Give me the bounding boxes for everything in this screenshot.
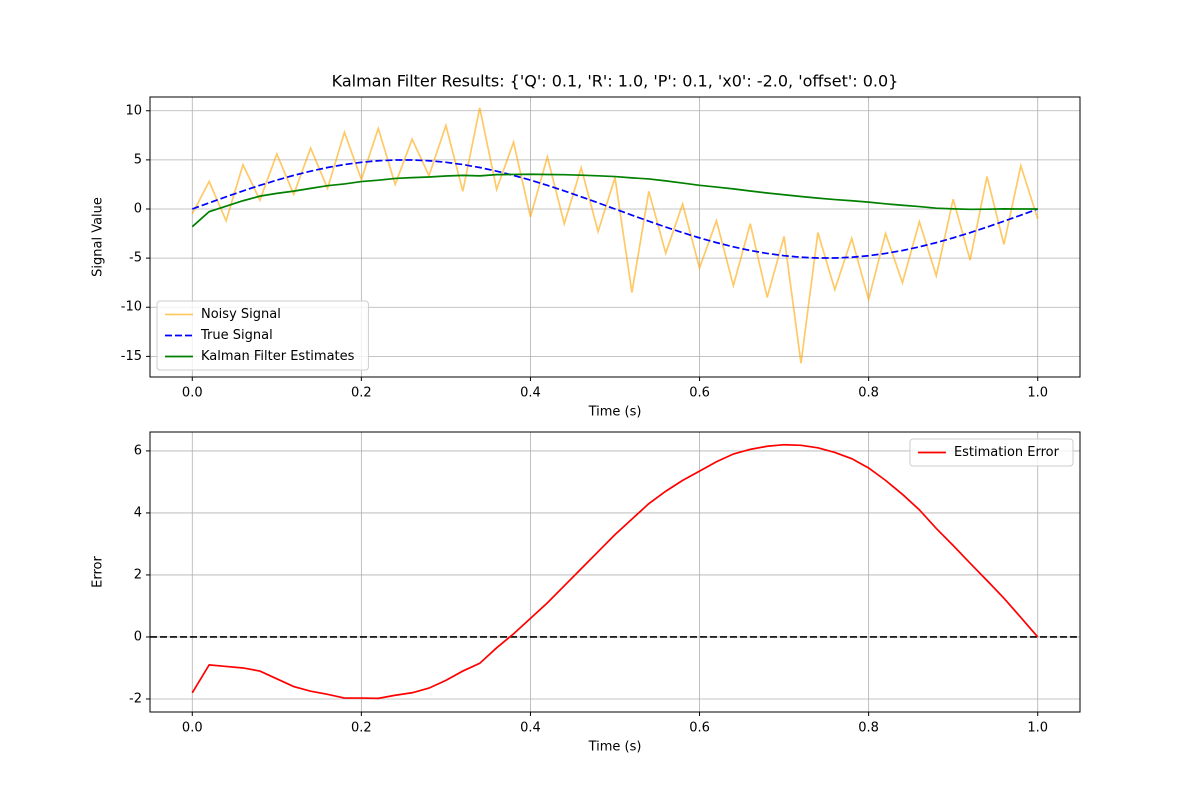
legend-label: Noisy Signal [201, 307, 281, 322]
axes-frame [149, 96, 1081, 378]
y-tick-label: 0 [134, 202, 142, 217]
y-tick-label: -10 [121, 300, 142, 315]
axes-frame [149, 431, 1081, 713]
series-line [191, 173, 1038, 228]
chart-title: Kalman Filter Results: {'Q': 0.1, 'R': 1… [332, 72, 899, 91]
legend: Estimation Error [909, 438, 1074, 467]
x-tick-label: 0.2 [351, 721, 372, 736]
series-line [191, 159, 1039, 259]
x-axis-label: Time (s) [588, 405, 642, 420]
x-tick-label: 0.4 [520, 721, 541, 736]
x-tick-label: 0.0 [182, 386, 203, 401]
legend: Noisy Signal True Signal Kalman Filter Est… [156, 300, 369, 371]
y-tick-label: 2 [134, 567, 142, 582]
y-tick-label: 6 [134, 443, 142, 458]
y-tick-label: 4 [134, 505, 142, 520]
y-tick-label: 0 [134, 629, 142, 644]
legend-box [156, 300, 369, 371]
y-tick-label: -2 [129, 691, 142, 706]
y-axis-label: Signal Value [91, 197, 106, 277]
x-tick-label: 1.0 [1027, 721, 1048, 736]
x-tick-label: 0.8 [858, 386, 879, 401]
y-tick-label: -5 [129, 251, 142, 266]
y-axis-label: Error [91, 556, 106, 588]
series-line [191, 107, 1039, 364]
series-line [191, 443, 1039, 700]
y-tick-label: -15 [121, 349, 142, 364]
y-tick-label: 5 [134, 152, 142, 167]
x-tick-label: 0.0 [182, 721, 203, 736]
legend-label: Kalman Filter Estimates [201, 349, 355, 364]
x-tick-label: 0.4 [520, 386, 541, 401]
x-tick-label: 1.0 [1027, 386, 1048, 401]
x-tick-label: 0.6 [689, 386, 710, 401]
legend-label: True Signal [200, 328, 273, 343]
x-tick-label: 0.8 [858, 721, 879, 736]
x-axis-label: Time (s) [588, 740, 642, 755]
legend-label: Estimation Error [954, 445, 1060, 460]
x-tick-label: 0.6 [689, 721, 710, 736]
legend-box [909, 438, 1074, 467]
x-tick-label: 0.2 [351, 386, 372, 401]
y-tick-label: 10 [125, 103, 142, 118]
